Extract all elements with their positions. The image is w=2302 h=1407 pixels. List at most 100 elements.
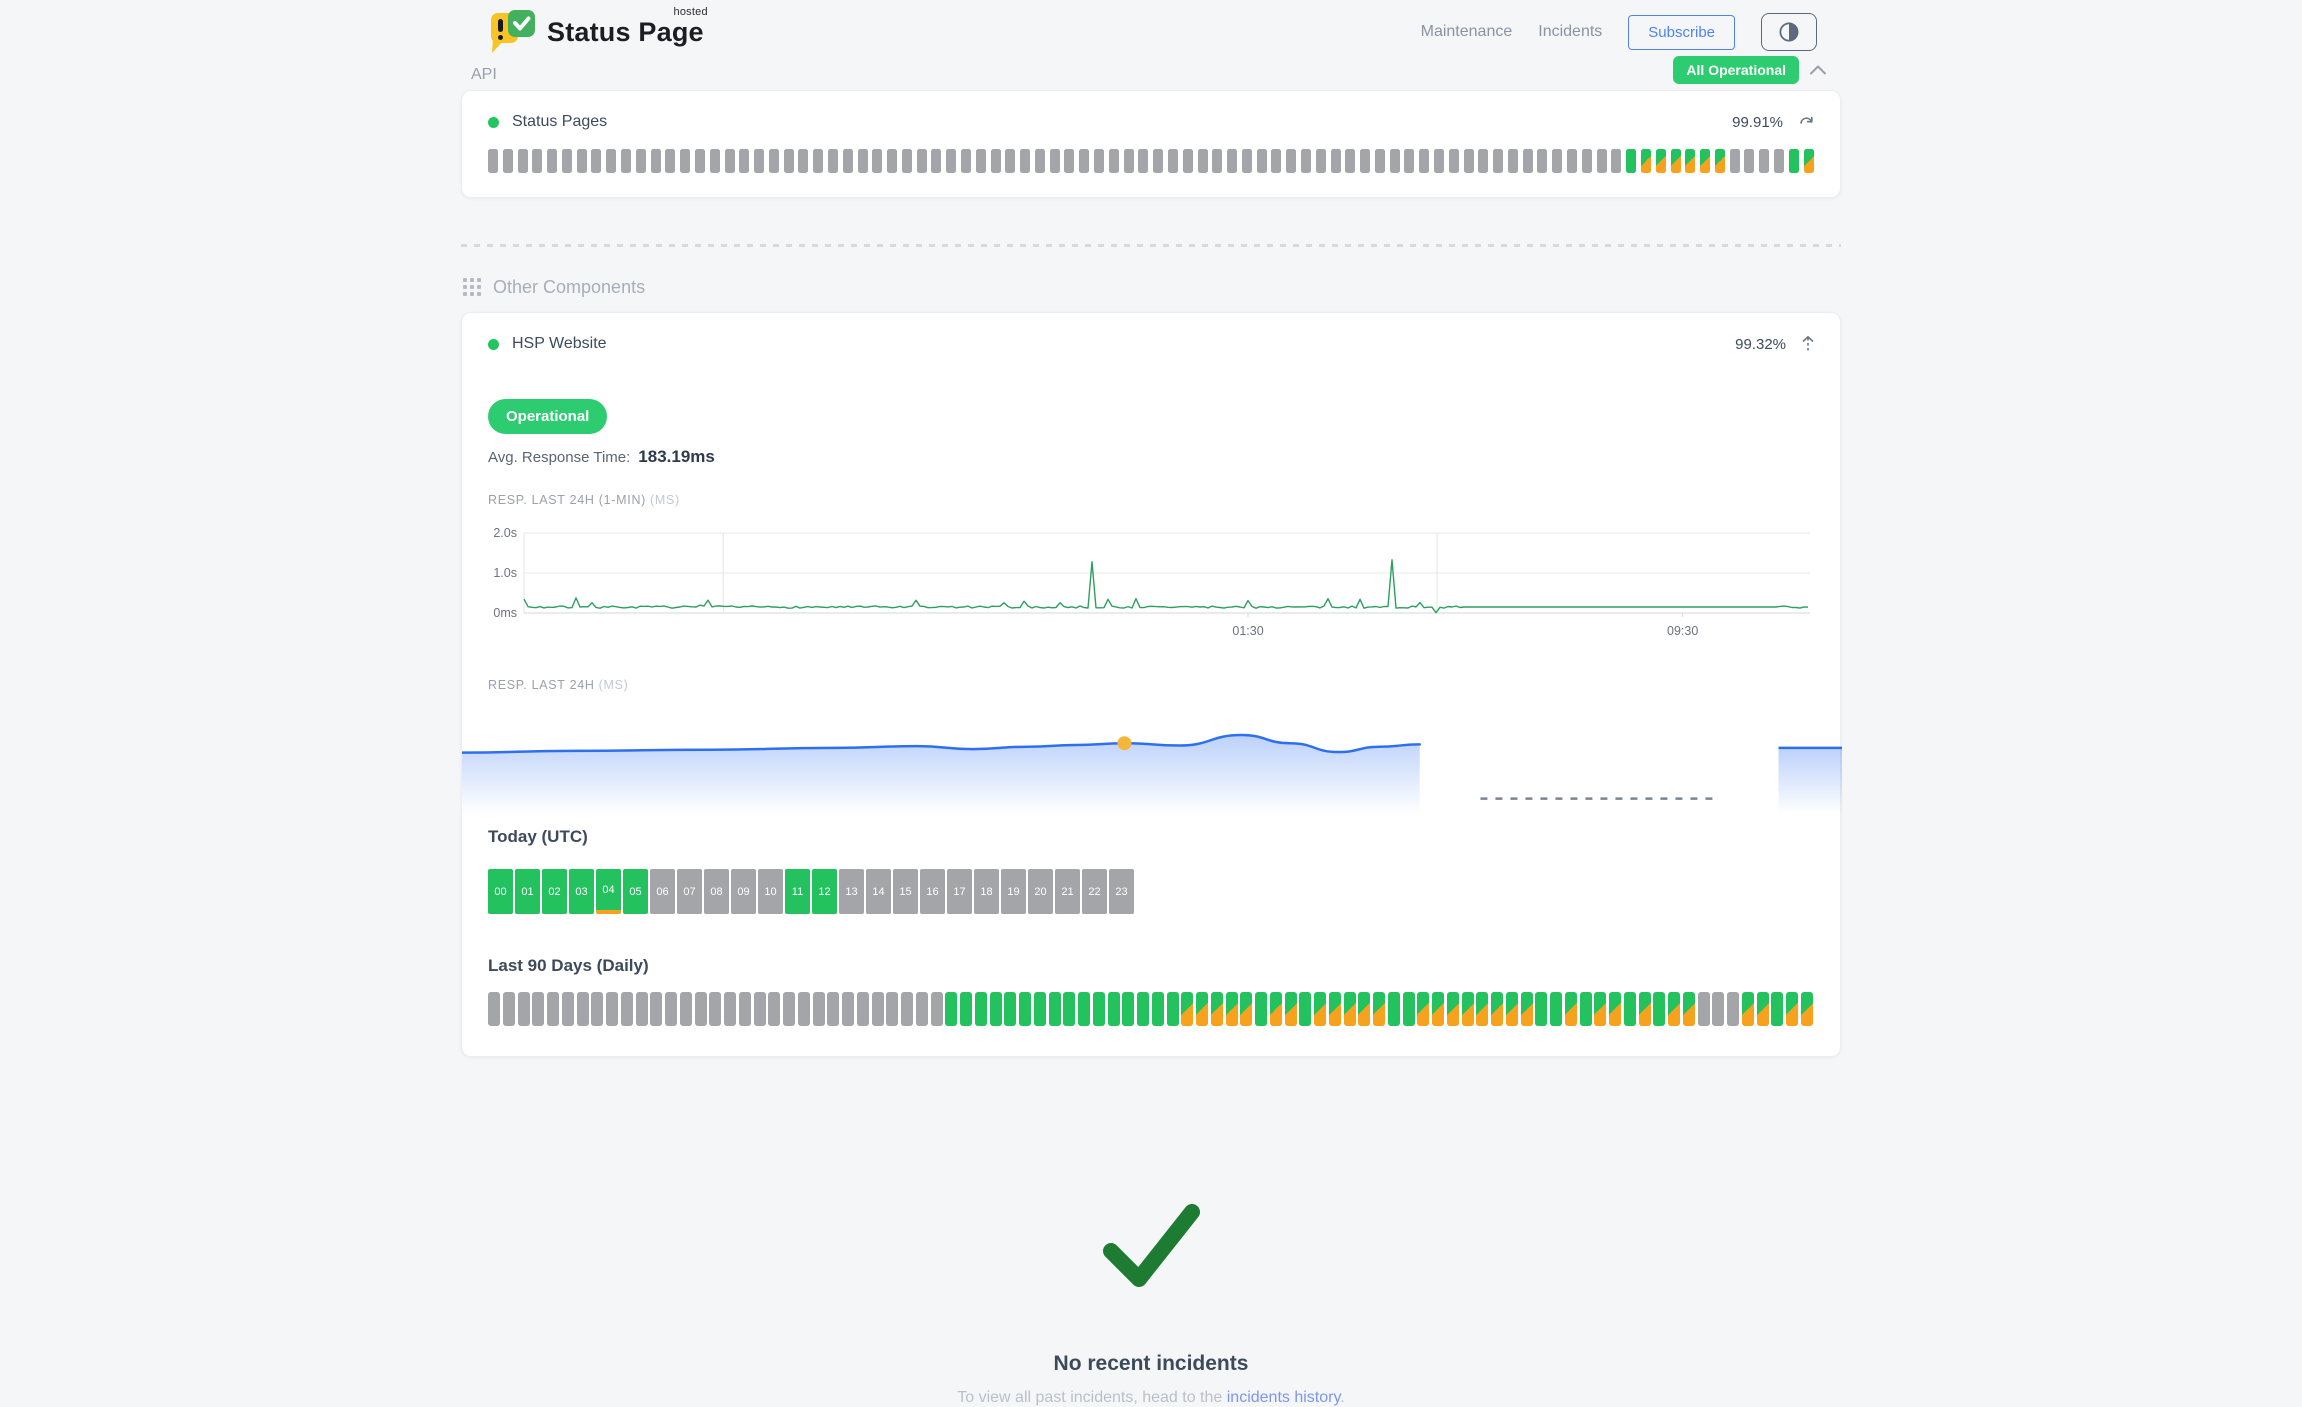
- uptime-bar-none: [1300, 149, 1311, 173]
- avg-response-value: 183.19ms: [638, 447, 715, 466]
- incidents-history-link[interactable]: incidents history: [1226, 1389, 1341, 1406]
- uptime-bar-none: [871, 992, 884, 1026]
- uptime-bar-none: [606, 992, 618, 1026]
- uptime-bar-none: [591, 992, 604, 1026]
- uptime-bar-mixed: [1682, 992, 1695, 1026]
- uptime-bar-none: [650, 992, 663, 1026]
- uptime-bar-mixed: [1594, 992, 1607, 1026]
- all-operational-badge[interactable]: All Operational: [1673, 56, 1799, 84]
- uptime-bar-mixed: [1505, 992, 1518, 1026]
- nav-maintenance[interactable]: Maintenance: [1420, 23, 1513, 40]
- avg-response-row: Avg. Response Time: 183.19ms: [488, 447, 715, 466]
- uptime-bar-mixed: [1328, 992, 1341, 1026]
- uptime-bar-up: [1653, 992, 1666, 1026]
- uptime-bar-none: [1374, 149, 1385, 173]
- uptime-bar-none: [532, 992, 545, 1026]
- uptime-percent: 99.91%: [1732, 113, 1783, 131]
- uptime-bar-up: [960, 992, 972, 1026]
- uptime-bar-mixed: [1741, 992, 1754, 1026]
- uptime-bar-none: [842, 992, 854, 1026]
- uptime-bar-none: [901, 992, 913, 1026]
- uptime-bar-mixed: [1638, 992, 1651, 1026]
- uptime-bar-none: [827, 149, 838, 173]
- api-section-title: API: [471, 66, 497, 83]
- footer: No recent incidents To view all past inc…: [461, 1199, 1841, 1407]
- uptime-bar-none: [827, 992, 840, 1026]
- uptime-bar-none: [738, 992, 751, 1026]
- theme-toggle-button[interactable]: [1761, 13, 1817, 51]
- brand-logo[interactable]: Status Page hosted: [487, 6, 708, 54]
- uptime-bar-mixed: [1240, 992, 1253, 1026]
- uptime-bar-none: [1227, 149, 1238, 173]
- uptime-bar-none: [798, 149, 809, 173]
- uptime-bar-none: [887, 149, 898, 173]
- brand-hosted-label: hosted: [673, 5, 708, 18]
- uptime-bar-mixed: [1417, 992, 1430, 1026]
- uptime-bar-none: [754, 149, 765, 173]
- uptime-bar-none: [532, 149, 543, 173]
- uptime-bar-none: [1493, 149, 1504, 173]
- subscribe-button[interactable]: Subscribe: [1628, 14, 1735, 50]
- uptime-bar-up: [1623, 992, 1636, 1026]
- uptime-bar-up: [1019, 992, 1031, 1026]
- today-hour-blocks: 00 01 02 03 04 05 06 07 08 09 10 11 12 13 14 15 16 17 18 19…: [488, 869, 1814, 914]
- uptime-bar-none: [620, 992, 633, 1026]
- uptime-bar-none: [1330, 149, 1341, 173]
- uptime-bar-none: [797, 992, 810, 1026]
- nav-incidents[interactable]: Incidents: [1538, 23, 1603, 40]
- operational-badge: Operational: [488, 399, 608, 434]
- hour-block-10: 10: [758, 869, 783, 914]
- uptime-bar-none: [812, 992, 825, 1026]
- hour-block-05: 05: [623, 869, 648, 914]
- uptime-bar-none: [1286, 149, 1297, 173]
- uptime-bar-none: [872, 149, 883, 173]
- uptime-bar-none: [1552, 149, 1563, 173]
- uptime-bar-mixed: [1803, 149, 1814, 173]
- uptime-bar-none: [1478, 149, 1489, 173]
- uptime-bar-none: [1712, 992, 1725, 1026]
- last-90-days-bars: [488, 992, 1814, 1026]
- uptime-bar-none: [502, 992, 515, 1026]
- uptime-bar-mixed: [1358, 992, 1371, 1026]
- uptime-bar-up: [1626, 149, 1637, 173]
- uptime-bar-none: [1094, 149, 1105, 173]
- hsp-website-row[interactable]: HSP Website 99.32%: [488, 335, 1814, 353]
- refresh-icon[interactable]: [1799, 115, 1814, 129]
- uptime-bar-none: [931, 149, 942, 173]
- uptime-bar-none: [901, 149, 912, 173]
- hour-block-19: 19: [1001, 869, 1026, 914]
- hour-block-06: 06: [650, 869, 675, 914]
- collapse-up-icon[interactable]: [1802, 336, 1814, 352]
- uptime-bar-up: [1579, 992, 1592, 1026]
- uptime-bar-none: [1182, 149, 1193, 173]
- uptime-bar-none: [768, 992, 781, 1026]
- uptime-bar-up: [1402, 992, 1415, 1026]
- other-components-heading: Other Components: [463, 277, 1841, 298]
- uptime-bar-none: [1079, 149, 1090, 173]
- hour-block-07: 07: [677, 869, 702, 914]
- hour-block-23: 23: [1109, 869, 1134, 914]
- hour-block-22: 22: [1082, 869, 1107, 914]
- uptime-bar-none: [1697, 992, 1710, 1026]
- uptime-bar-none: [1064, 149, 1075, 173]
- status-page-logo-icon: [491, 10, 535, 53]
- uptime-bar-mixed: [1476, 992, 1489, 1026]
- big-checkmark-icon: [1103, 1204, 1200, 1287]
- uptime-bar-none: [621, 149, 632, 173]
- hour-block-03: 03: [569, 869, 594, 914]
- api-component-card: Status Pages 99.91%: [461, 90, 1841, 198]
- uptime-bar-mixed: [1756, 992, 1769, 1026]
- chevron-up-icon[interactable]: [1809, 64, 1827, 76]
- uptime-bar-up: [989, 992, 1002, 1026]
- uptime-bar-mixed: [1461, 992, 1474, 1026]
- incidents-history-line: To view all past incidents, head to the …: [957, 1389, 1345, 1406]
- uptime-bar-none: [517, 992, 530, 1026]
- uptime-bar-none: [768, 149, 779, 173]
- uptime-bar-up: [1122, 992, 1135, 1026]
- uptime-bar-none: [915, 992, 928, 1026]
- uptime-bar-mixed: [1210, 992, 1223, 1026]
- uptime-bar-mixed: [1640, 149, 1651, 173]
- uptime-bar-none: [990, 149, 1001, 173]
- status-pages-row[interactable]: Status Pages 99.91%: [488, 113, 1814, 131]
- uptime-bar-up: [1550, 992, 1562, 1026]
